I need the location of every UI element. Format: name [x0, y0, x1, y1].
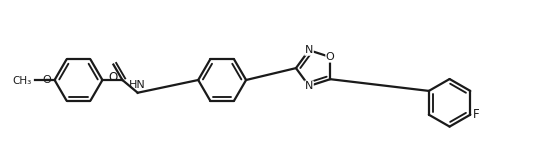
Text: O: O [326, 52, 335, 62]
Text: O: O [109, 71, 118, 85]
Text: F: F [473, 108, 480, 121]
Text: N: N [305, 45, 313, 55]
Text: N: N [305, 81, 313, 91]
Text: CH₃: CH₃ [12, 76, 31, 86]
Text: O: O [42, 75, 51, 85]
Text: HN: HN [129, 80, 146, 90]
